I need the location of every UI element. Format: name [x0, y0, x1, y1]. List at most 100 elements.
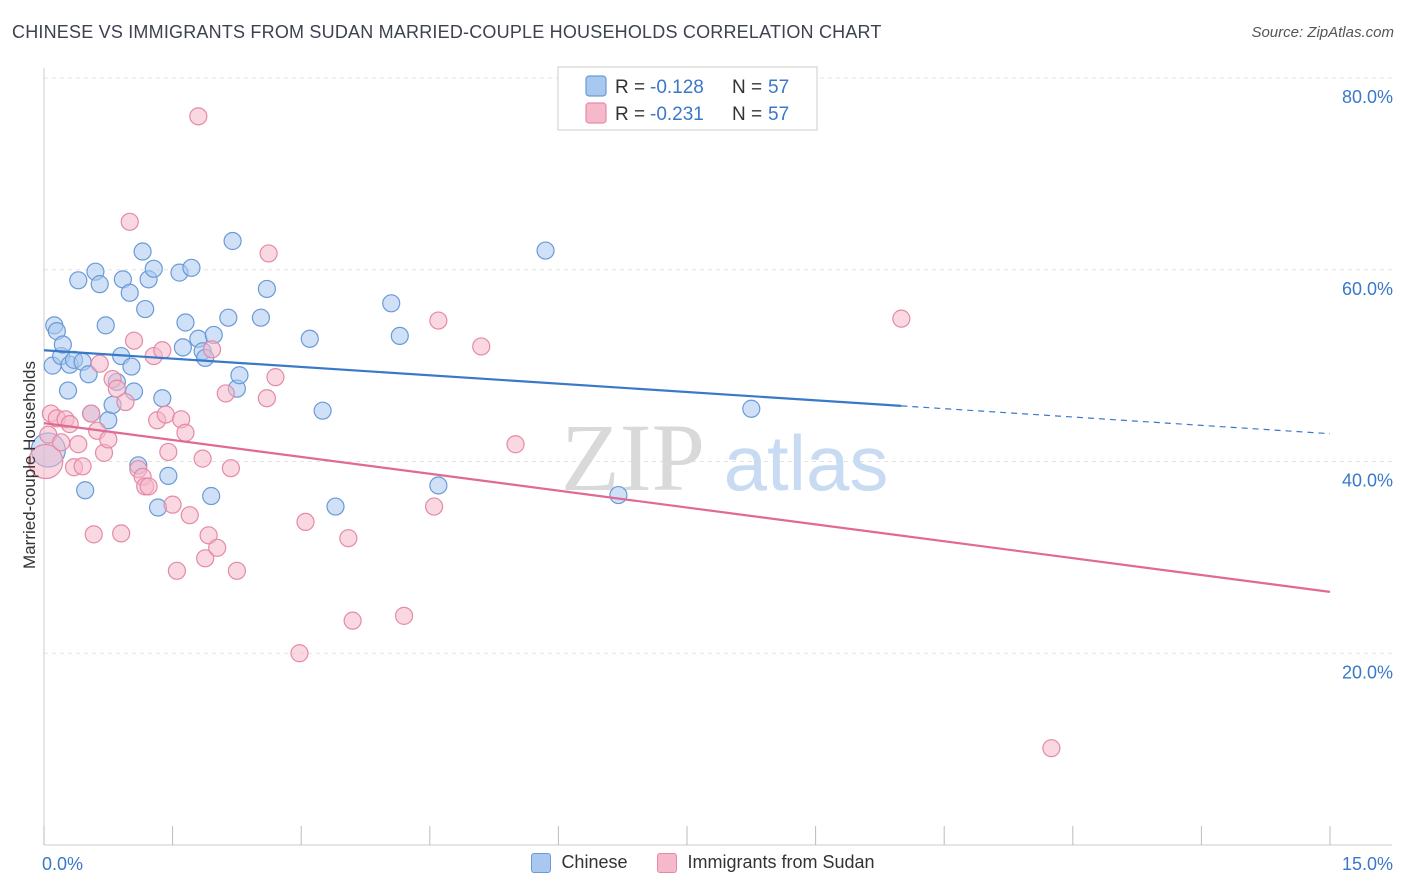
- legend-box: R = -0.128 N = 57 R = -0.231 N = 57: [557, 66, 818, 131]
- chinese-point: [176, 313, 195, 332]
- chinese-point: [144, 259, 163, 278]
- watermark-zip: ZIP: [561, 404, 705, 511]
- chinese-point: [382, 294, 401, 313]
- sudan-point: [82, 404, 101, 423]
- sudan-point: [189, 107, 208, 126]
- chinese-point: [69, 271, 88, 290]
- sudan-point: [202, 340, 222, 359]
- sudan-point: [107, 379, 126, 398]
- legend-r-label-1: R =: [615, 104, 645, 125]
- sudan-point: [199, 526, 218, 545]
- chinese-point: [133, 242, 152, 261]
- chinese-point: [120, 283, 139, 302]
- sudan-point: [193, 449, 212, 468]
- sudan-point: [120, 212, 139, 231]
- sudan-point: [167, 561, 186, 580]
- y-axis-label: Married-couple Households: [20, 361, 39, 569]
- chinese-point: [257, 279, 277, 299]
- sudan-point: [60, 415, 79, 434]
- sudan-point: [424, 497, 444, 516]
- chinese-point: [96, 316, 115, 335]
- sudan-point: [394, 606, 414, 625]
- sudan-point: [257, 389, 277, 408]
- sudan-point: [221, 459, 240, 478]
- chinese-point: [58, 381, 78, 400]
- sudan-point: [116, 392, 135, 412]
- sudan-point: [176, 423, 195, 442]
- chinese-point: [182, 258, 201, 277]
- sudan-point: [84, 525, 103, 544]
- sudan-point: [429, 311, 448, 330]
- chinese-point: [536, 241, 555, 260]
- sudan-point: [472, 337, 491, 356]
- sudan-point: [28, 443, 64, 480]
- chart-title: CHINESE VS IMMIGRANTS FROM SUDAN MARRIED…: [12, 22, 882, 42]
- sudan-point: [156, 405, 175, 424]
- legend-n-label-1: N =: [732, 104, 762, 125]
- sudan-trend-line: [43, 422, 1331, 593]
- legend-bottom-label-chinese: Chinese: [561, 852, 628, 872]
- legend-n-value-0: 57: [768, 77, 789, 98]
- chinese-point: [742, 399, 761, 418]
- chinese-point: [429, 476, 448, 495]
- chinese-point: [390, 326, 409, 346]
- chinese-point: [122, 357, 141, 376]
- sudan-point: [124, 331, 144, 350]
- sudan-point: [139, 477, 158, 496]
- chinese-point: [609, 485, 628, 505]
- points-layer: [28, 107, 1061, 758]
- chinese-point: [79, 365, 98, 384]
- legend-item-chinese: Chinese: [531, 852, 627, 873]
- source-label: Source: ZipAtlas.com: [1251, 24, 1394, 41]
- sudan-point: [112, 524, 131, 543]
- chinese-point: [313, 401, 332, 420]
- chinese-point: [326, 497, 345, 516]
- watermark: ZIP atlas: [561, 404, 888, 511]
- axis-layer: 0.0% 15.0%: [42, 68, 1393, 874]
- chinese-point: [159, 466, 178, 485]
- sudan-point: [196, 549, 215, 568]
- chinese-point: [76, 481, 95, 500]
- legend-bottom-label-sudan: Immigrants from Sudan: [687, 852, 875, 872]
- legend-r-label-0: R =: [615, 77, 645, 98]
- y-tick-label: 40.0%: [1342, 471, 1393, 491]
- x-tick-label-max: 15.0%: [1342, 854, 1393, 874]
- legend-r-value-0: -0.128: [650, 77, 704, 98]
- chinese-point: [136, 299, 155, 319]
- sudan-point: [153, 341, 172, 360]
- watermark-atlas: atlas: [724, 419, 889, 507]
- chinese-trend-extension: [901, 405, 1331, 435]
- chinese-point: [230, 366, 249, 385]
- sudan-point: [1042, 739, 1061, 758]
- legend-swatch-chinese: [585, 75, 607, 97]
- sudan-point: [99, 430, 118, 449]
- sudan-point: [90, 354, 109, 373]
- legend-item-sudan: Immigrants from Sudan: [657, 852, 875, 873]
- sudan-point: [208, 538, 227, 557]
- chinese-point: [90, 275, 109, 294]
- y-tick-label: 80.0%: [1342, 87, 1393, 107]
- sudan-point: [506, 435, 525, 454]
- chinese-point: [202, 486, 221, 506]
- sudan-point: [343, 611, 362, 630]
- legend-swatch-sudan: [585, 102, 607, 124]
- sudan-point: [259, 244, 278, 263]
- chinese-point: [153, 389, 172, 408]
- legend-bottom-swatch-sudan: [657, 852, 678, 873]
- legend-n-label-0: N =: [732, 77, 762, 98]
- sudan-point: [296, 512, 315, 532]
- chinese-point: [53, 335, 72, 354]
- sudan-point: [227, 561, 246, 580]
- sudan-point: [159, 442, 178, 462]
- legend-r-value-1: -0.231: [650, 104, 704, 125]
- legend-n-value-1: 57: [768, 104, 789, 125]
- bottom-legend: Chinese Immigrants from Sudan: [0, 852, 1406, 873]
- sudan-point: [266, 368, 285, 387]
- sudan-point: [180, 506, 199, 525]
- legend-bottom-swatch-chinese: [531, 852, 552, 873]
- sudan-point: [290, 644, 309, 663]
- chinese-trend-line: [43, 349, 902, 407]
- sudan-point: [892, 309, 911, 328]
- sudan-point: [216, 384, 235, 403]
